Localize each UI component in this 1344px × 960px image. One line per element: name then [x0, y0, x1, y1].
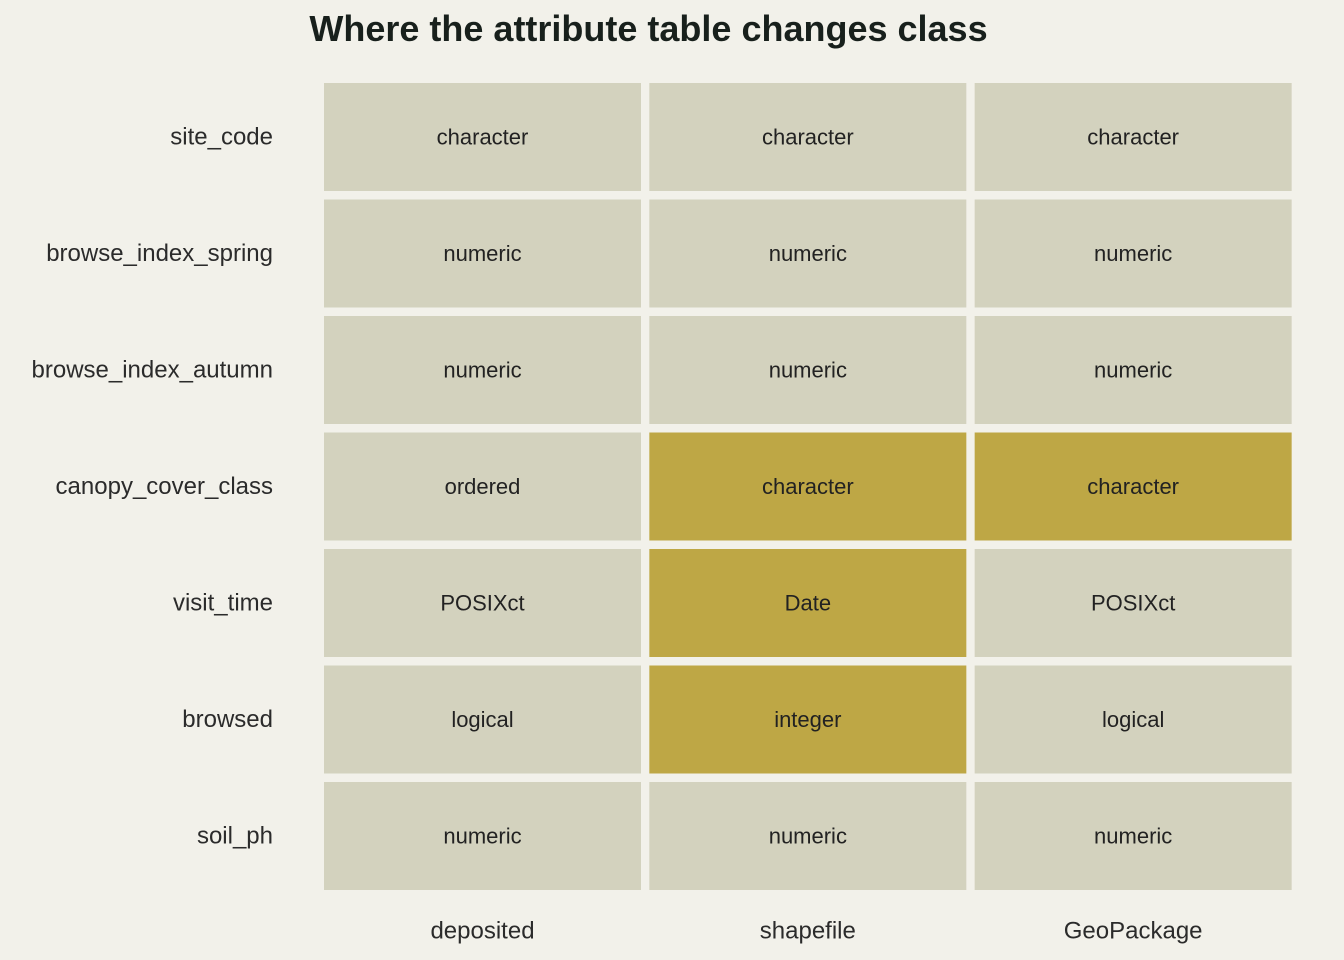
cell-label-soil_ph-geopackage: numeric	[1094, 824, 1172, 849]
cell-label-visit_time-geopackage: POSIXct	[1091, 591, 1175, 616]
heatmap-cell-visit_time-shapefile	[649, 549, 967, 657]
row-label-site_code: site_code	[170, 124, 273, 151]
row-label-browse_index_spring: browse_index_spring	[46, 240, 273, 267]
heatmap-cell-browse_index_autumn-deposited	[324, 316, 641, 424]
cell-label-visit_time-shapefile: Date	[785, 591, 831, 616]
heatmap-cell-browsed-shapefile	[649, 665, 967, 774]
heatmap-cell-browsed-deposited	[324, 665, 641, 774]
heatmap-cell-soil_ph-deposited	[324, 782, 641, 890]
cell-label-canopy_cover_class-shapefile: character	[762, 474, 854, 499]
heatmap-cell-browse_index_autumn-geopackage	[974, 316, 1292, 424]
row-label-canopy_cover_class: canopy_cover_class	[56, 473, 273, 500]
cell-label-browsed-deposited: logical	[451, 707, 513, 732]
cell-label-site_code-shapefile: character	[762, 125, 854, 150]
cell-label-browse_index_autumn-deposited: numeric	[443, 358, 521, 383]
row-labels-layer: site_code browse_index_spring browse_index…	[32, 124, 274, 850]
cell-label-visit_time-deposited: POSIXct	[440, 591, 524, 616]
heatmap-cell-canopy_cover_class-geopackage	[974, 432, 1292, 541]
heatmap-cell-site_code-geopackage	[974, 83, 1292, 191]
heatmap-cell-browse_index_spring-deposited	[324, 199, 641, 308]
heatmap-cell-visit_time-deposited	[324, 549, 641, 657]
cell-label-browsed-shapefile: integer	[774, 707, 841, 732]
cell-label-browse_index_autumn-shapefile: numeric	[769, 358, 847, 383]
cell-label-site_code-deposited: character	[437, 125, 529, 150]
cell-label-canopy_cover_class-geopackage: character	[1087, 474, 1179, 499]
row-label-visit_time: visit_time	[173, 590, 273, 617]
heatmap-cell-soil_ph-geopackage	[974, 782, 1292, 890]
col-label-geopackage: GeoPackage	[1064, 918, 1203, 945]
heatmap-cell-soil_ph-shapefile	[649, 782, 967, 890]
heatmap-cell-browse_index_autumn-shapefile	[649, 316, 967, 424]
heatmap-cell-browse_index_spring-geopackage	[974, 199, 1292, 308]
cell-label-site_code-geopackage: character	[1087, 125, 1179, 150]
cell-label-browse_index_autumn-geopackage: numeric	[1094, 358, 1172, 383]
cell-label-soil_ph-shapefile: numeric	[769, 824, 847, 849]
heatmap-cell-canopy_cover_class-deposited	[324, 432, 641, 541]
heatmap-cell-site_code-shapefile	[649, 83, 967, 191]
heatmap-cell-canopy_cover_class-shapefile	[649, 432, 967, 541]
cell-label-soil_ph-deposited: numeric	[443, 824, 521, 849]
row-label-soil_ph: soil_ph	[197, 823, 273, 850]
heatmap-cell-site_code-deposited	[324, 83, 641, 191]
heatmap-cell-browsed-geopackage	[974, 665, 1292, 774]
chart-title: Where the attribute table changes class	[309, 8, 988, 49]
col-label-shapefile: shapefile	[760, 918, 856, 945]
heatmap-cell-visit_time-geopackage	[974, 549, 1292, 657]
heatmap-cell-browse_index_spring-shapefile	[649, 199, 967, 308]
row-label-browsed: browsed	[182, 706, 273, 733]
cell-label-browse_index_spring-geopackage: numeric	[1094, 241, 1172, 266]
row-label-browse_index_autumn: browse_index_autumn	[32, 357, 274, 384]
col-labels-layer: deposited shapefile GeoPackage	[430, 918, 1202, 945]
cell-label-canopy_cover_class-deposited: ordered	[445, 474, 521, 499]
cell-label-browse_index_spring-shapefile: numeric	[769, 241, 847, 266]
cells-layer: character character character numeric numeri…	[324, 83, 1292, 890]
col-label-deposited: deposited	[430, 918, 534, 945]
cell-label-browsed-geopackage: logical	[1102, 707, 1164, 732]
cell-label-browse_index_spring-deposited: numeric	[443, 241, 521, 266]
